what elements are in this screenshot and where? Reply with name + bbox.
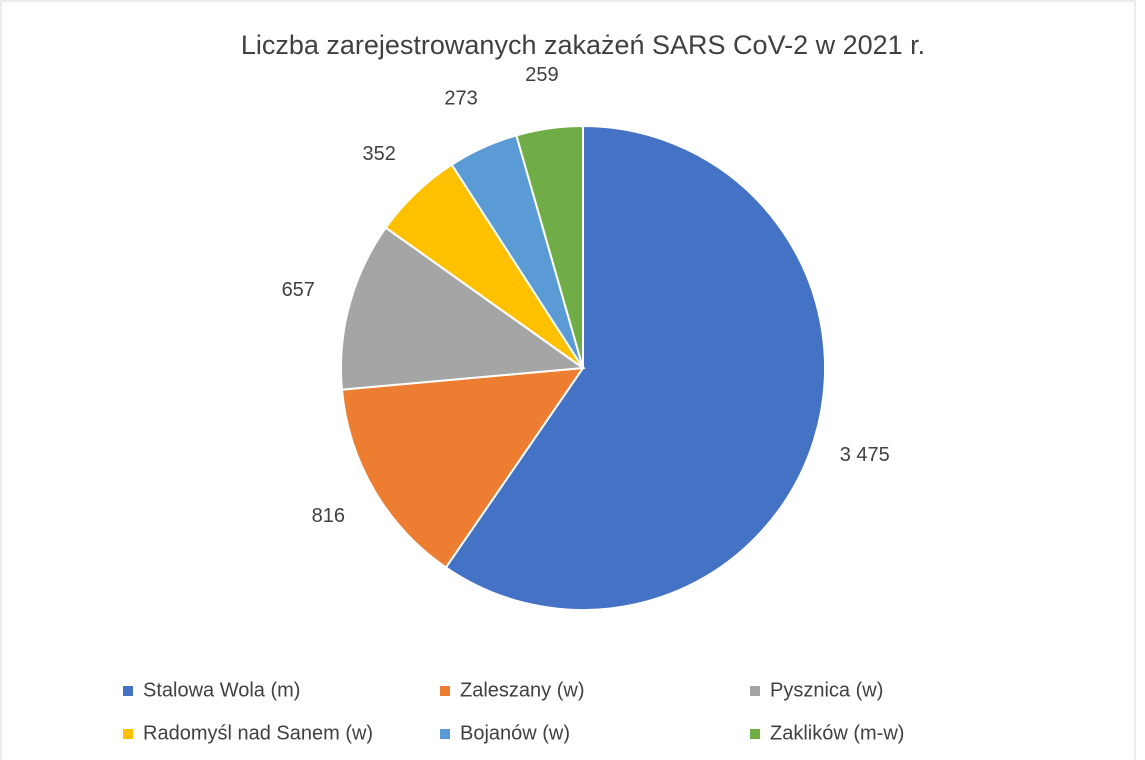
legend-swatch xyxy=(440,686,450,696)
data-label: 273 xyxy=(444,88,477,110)
legend-label: Stalowa Wola (m) xyxy=(143,679,300,701)
legend-label: Zaleszany (w) xyxy=(460,679,584,701)
legend-label: Radomyśl nad Sanem (w) xyxy=(143,722,373,744)
legend-swatch xyxy=(440,729,450,739)
pie-slice xyxy=(515,124,584,369)
data-label: 3 475 xyxy=(840,444,890,466)
pie-slice xyxy=(340,366,586,569)
data-label: 259 xyxy=(525,64,558,86)
pie-slice xyxy=(340,226,586,391)
data-label: 657 xyxy=(282,279,315,301)
legend-swatch xyxy=(750,686,760,696)
legend-label: Bojanów (w) xyxy=(460,722,570,744)
data-label: 816 xyxy=(312,505,345,527)
legend-label: Zaklików (m-w) xyxy=(770,722,904,744)
legend-swatch xyxy=(750,729,760,739)
pie-slice xyxy=(444,124,826,611)
legend-label: Pysznica (w) xyxy=(770,679,883,701)
data-label: 352 xyxy=(362,143,395,165)
legend-swatch xyxy=(123,686,133,696)
chart-title: Liczba zarejestrowanych zakażeń SARS CoV… xyxy=(241,30,925,60)
legend-swatch xyxy=(123,729,133,739)
